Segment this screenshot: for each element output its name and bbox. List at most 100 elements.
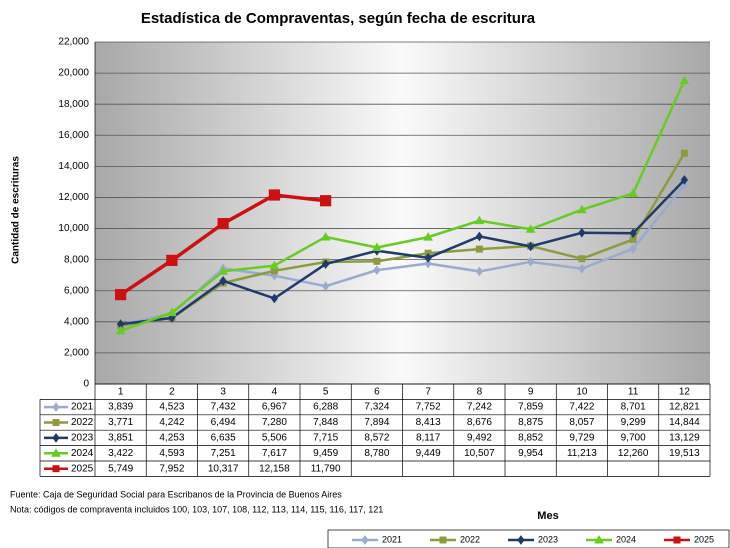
marker bbox=[423, 232, 433, 241]
table-cell: 4,253 bbox=[159, 433, 184, 444]
x-tick-label: 1 bbox=[118, 386, 124, 397]
x-tick-label: 4 bbox=[272, 386, 278, 397]
table-cell: 7,422 bbox=[569, 402, 594, 413]
table-cell: 7,715 bbox=[313, 433, 338, 444]
marker bbox=[475, 266, 483, 277]
marker bbox=[320, 231, 331, 241]
table-cell: 9,729 bbox=[569, 433, 594, 444]
marker bbox=[578, 255, 586, 263]
table-cell: 10,507 bbox=[464, 448, 495, 459]
marker bbox=[166, 254, 178, 266]
marker bbox=[217, 218, 229, 230]
x-tick-label: 11 bbox=[628, 386, 639, 397]
marker bbox=[680, 175, 688, 185]
y-axis-label: Cantidad de escrituras bbox=[11, 156, 22, 264]
table-cell: 7,752 bbox=[416, 402, 441, 413]
legend-label: 2024 bbox=[616, 534, 636, 544]
marker bbox=[269, 260, 280, 270]
marker bbox=[527, 256, 535, 267]
x-axis-label: Mes bbox=[537, 510, 558, 522]
marker bbox=[218, 266, 228, 275]
table-cell: 7,432 bbox=[211, 402, 236, 413]
legend-marker bbox=[439, 536, 447, 544]
table-cell: 8,701 bbox=[621, 402, 646, 413]
series-line bbox=[120, 152, 686, 327]
marker bbox=[373, 265, 381, 275]
legend-label: 2021 bbox=[382, 534, 402, 544]
table-cell: 7,280 bbox=[262, 417, 287, 428]
marker bbox=[322, 281, 330, 292]
marker bbox=[475, 231, 483, 242]
y-tick-label: 0 bbox=[83, 379, 89, 390]
table-cell: 9,492 bbox=[467, 433, 492, 444]
legend-marker bbox=[52, 419, 60, 426]
y-tick-label: 8,000 bbox=[64, 254, 89, 265]
source: Fuente: Caja de Seguridad Social para Es… bbox=[10, 489, 342, 499]
x-tick-label: 12 bbox=[679, 386, 691, 397]
series-line bbox=[120, 183, 686, 326]
marker bbox=[629, 228, 637, 239]
marker bbox=[115, 289, 127, 301]
series-line bbox=[120, 179, 686, 326]
marker bbox=[115, 325, 126, 335]
table-cell: 6,967 bbox=[262, 402, 287, 413]
y-tick-label: 2,000 bbox=[64, 348, 89, 359]
legend-label: 2022 bbox=[460, 534, 480, 544]
legend-marker bbox=[52, 402, 60, 412]
x-tick-label: 3 bbox=[220, 386, 226, 397]
y-tick-label: 18,000 bbox=[58, 99, 89, 110]
legend-label: 2025 bbox=[694, 534, 714, 544]
table-cell: 7,617 bbox=[262, 448, 287, 459]
marker bbox=[373, 257, 381, 265]
table-cell: 4,593 bbox=[159, 448, 184, 459]
y-tick-label: 4,000 bbox=[64, 316, 89, 327]
marker bbox=[525, 224, 536, 233]
marker bbox=[270, 293, 278, 304]
table-cell: 12,158 bbox=[259, 463, 290, 474]
table-cell: 3,839 bbox=[108, 402, 133, 413]
table-cell: 13,129 bbox=[669, 433, 700, 444]
marker bbox=[527, 241, 535, 252]
marker bbox=[680, 149, 688, 157]
marker bbox=[578, 227, 586, 238]
legend-marker bbox=[517, 535, 525, 545]
x-tick-label: 2 bbox=[169, 386, 175, 397]
table-cell: 7,894 bbox=[364, 417, 389, 428]
marker bbox=[628, 188, 638, 197]
table-cell: 3,851 bbox=[108, 433, 133, 444]
y-tick-label: 16,000 bbox=[58, 130, 89, 141]
x-tick-label: 10 bbox=[576, 386, 588, 397]
y-tick-label: 20,000 bbox=[58, 68, 89, 79]
table-cell: 8,572 bbox=[364, 433, 389, 444]
table-cell: 8,413 bbox=[416, 417, 441, 428]
table-cell: 7,848 bbox=[313, 417, 338, 428]
table-cell: 4,242 bbox=[159, 417, 184, 428]
table-row-label: 2025 bbox=[71, 463, 94, 474]
legend-marker bbox=[594, 534, 604, 544]
series-line bbox=[120, 80, 686, 332]
plot-area bbox=[95, 42, 710, 384]
table-cell: 7,324 bbox=[364, 402, 389, 413]
table-cell: 6,288 bbox=[313, 402, 338, 413]
table-cell: 7,242 bbox=[467, 402, 492, 413]
table-cell: 5,506 bbox=[262, 433, 287, 444]
marker bbox=[320, 195, 332, 207]
marker bbox=[629, 243, 637, 254]
table-cell: 8,057 bbox=[569, 417, 594, 428]
y-tick-label: 6,000 bbox=[64, 285, 89, 296]
x-tick-label: 6 bbox=[374, 386, 380, 397]
x-tick-label: 8 bbox=[477, 386, 483, 397]
x-tick-label: 9 bbox=[528, 386, 534, 397]
table-cell: 8,852 bbox=[518, 433, 543, 444]
table-cell: 11,213 bbox=[567, 448, 597, 459]
legend-marker bbox=[52, 433, 60, 443]
marker bbox=[679, 75, 690, 85]
legend-marker bbox=[673, 536, 681, 544]
legend-marker bbox=[51, 448, 61, 457]
marker bbox=[372, 242, 382, 252]
table-cell: 5,749 bbox=[108, 463, 133, 474]
table-row-label: 2024 bbox=[71, 448, 94, 459]
y-tick-label: 12,000 bbox=[58, 192, 89, 203]
marker bbox=[322, 259, 330, 269]
